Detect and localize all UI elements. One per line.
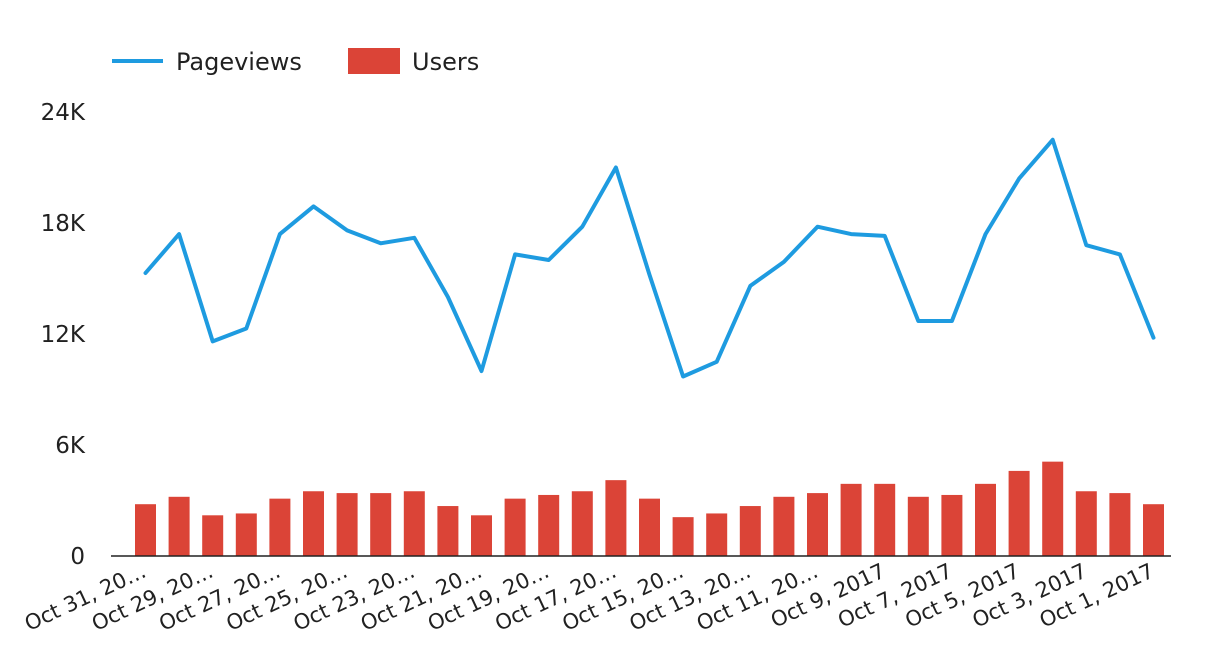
legend-label-users: Users (412, 48, 479, 76)
users-bar (370, 493, 392, 556)
users-bar (975, 483, 996, 556)
users-bar (941, 494, 963, 556)
users-bar (437, 506, 459, 556)
users-bar (269, 498, 291, 556)
legend-swatch-users (348, 48, 400, 74)
legend-label-pageviews: Pageviews (176, 48, 302, 76)
users-bar (739, 506, 761, 556)
y-axis: 0 6K 12K 18K 24K (41, 100, 86, 570)
users-bar (672, 517, 694, 556)
legend: Pageviews Users (112, 48, 479, 76)
users-bar (605, 480, 627, 556)
y-tick-label: 24K (41, 100, 86, 126)
users-bar (706, 513, 728, 556)
users-bar (639, 498, 660, 556)
users-bar (135, 504, 156, 556)
y-tick-label: 12K (41, 322, 86, 348)
users-bar (1042, 461, 1064, 556)
users-bar (168, 496, 190, 556)
users-bar (504, 498, 526, 556)
pageviews-line (143, 137, 1156, 379)
users-bar (202, 515, 224, 556)
users-bar (303, 491, 324, 556)
users-bar (571, 491, 593, 556)
y-tick-label: 0 (70, 544, 85, 570)
y-tick-label: 6K (55, 433, 86, 459)
users-bar (907, 496, 929, 556)
users-bar (1075, 491, 1097, 556)
users-bar (840, 483, 862, 556)
users-bar (874, 483, 896, 556)
users-bar (1008, 470, 1030, 556)
users-bar (538, 494, 560, 556)
users-bars (135, 461, 1164, 556)
users-bar (235, 513, 257, 556)
x-axis-labels: Oct 31, 20…Oct 29, 20…Oct 27, 20…Oct 25,… (21, 559, 1158, 636)
y-tick-label: 18K (41, 211, 86, 237)
users-bar (773, 496, 795, 556)
users-bar (1109, 493, 1131, 556)
users-bar (1143, 504, 1164, 556)
users-bar (807, 493, 828, 556)
users-bar (403, 491, 425, 556)
users-bar (336, 493, 358, 556)
users-bar (471, 515, 492, 556)
pageviews-series-line (143, 137, 1156, 379)
